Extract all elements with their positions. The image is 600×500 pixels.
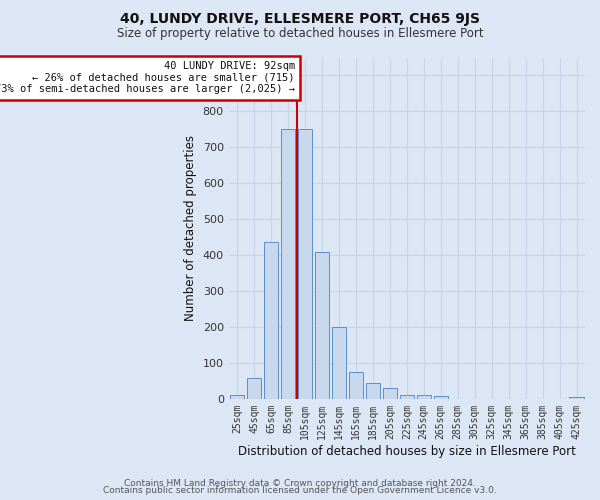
Bar <box>264 242 278 399</box>
Bar <box>383 388 397 399</box>
Bar <box>400 395 414 399</box>
Text: Contains public sector information licensed under the Open Government Licence v3: Contains public sector information licen… <box>103 486 497 495</box>
Bar <box>298 130 312 399</box>
Bar <box>569 397 584 399</box>
Bar <box>332 327 346 399</box>
Bar <box>434 396 448 399</box>
Bar <box>247 378 262 399</box>
Bar <box>315 252 329 399</box>
Text: Size of property relative to detached houses in Ellesmere Port: Size of property relative to detached ho… <box>116 28 484 40</box>
Y-axis label: Number of detached properties: Number of detached properties <box>184 135 197 321</box>
Bar <box>416 395 431 399</box>
Bar <box>365 382 380 399</box>
Text: Contains HM Land Registry data © Crown copyright and database right 2024.: Contains HM Land Registry data © Crown c… <box>124 478 476 488</box>
Text: 40 LUNDY DRIVE: 92sqm
← 26% of detached houses are smaller (715)
73% of semi-det: 40 LUNDY DRIVE: 92sqm ← 26% of detached … <box>0 61 295 94</box>
Text: 40, LUNDY DRIVE, ELLESMERE PORT, CH65 9JS: 40, LUNDY DRIVE, ELLESMERE PORT, CH65 9J… <box>120 12 480 26</box>
Bar <box>230 395 244 399</box>
X-axis label: Distribution of detached houses by size in Ellesmere Port: Distribution of detached houses by size … <box>238 444 576 458</box>
Bar <box>349 372 363 399</box>
Bar <box>281 130 295 399</box>
